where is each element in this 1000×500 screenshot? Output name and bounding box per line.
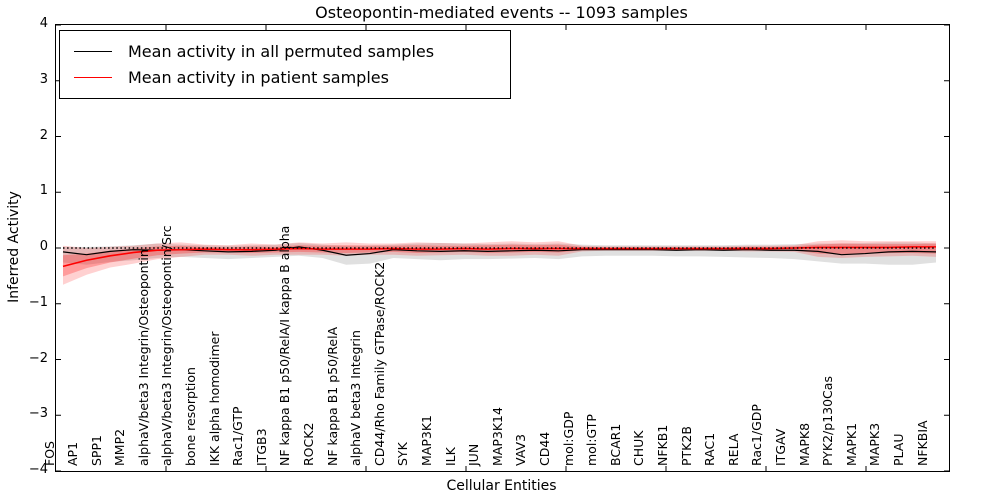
y-tick-label: 1 xyxy=(39,183,48,199)
entity-label: ITGAV xyxy=(772,428,788,466)
y-tick-label: −4 xyxy=(28,462,48,477)
y-tick-label: 2 xyxy=(39,127,48,143)
entity-label: ILK xyxy=(442,447,458,466)
entity-label: JUN xyxy=(466,443,482,466)
x-axis-label: Cellular Entities xyxy=(446,478,557,494)
entity-label: alphaV/beta3 Integrin/Osteopontin xyxy=(135,249,151,466)
y-tick-label: −2 xyxy=(28,350,48,366)
entity-label: mol:GTP xyxy=(584,414,600,466)
entity-label: NF kappa B1 p50/RelA xyxy=(324,326,340,466)
entity-label: SPP1 xyxy=(88,435,104,466)
legend-line-sample-icon xyxy=(74,50,112,52)
patient-mean-line xyxy=(62,246,936,268)
y-tick-label: 0 xyxy=(39,239,48,254)
entity-label: AP1 xyxy=(65,441,81,466)
entity-label: alphaV/beta3 Integrin/Osteopontin/Src xyxy=(159,225,175,466)
entity-label: MMP2 xyxy=(112,428,128,466)
entity-label: VAV3 xyxy=(513,433,529,466)
y-tick-label: −1 xyxy=(28,294,48,310)
entity-label: NFKBIA xyxy=(914,420,930,466)
entity-label: MAPK3 xyxy=(867,422,883,466)
entity-label: alphaV beta3 Integrin xyxy=(348,330,364,466)
entity-label: BCAR1 xyxy=(607,423,623,466)
legend-entry: Mean activity in all permuted samples xyxy=(74,38,510,64)
entity-label: Rac1/GDP xyxy=(749,404,765,466)
legend: Mean activity in all permuted samples Mea… xyxy=(59,30,511,99)
entity-label: NF kappa B1 p50/RelA/I kappa B alpha xyxy=(277,225,293,466)
entity-label: RAC1 xyxy=(702,432,718,466)
y-tick-label: −3 xyxy=(28,406,48,422)
entity-label: MAP3K1 xyxy=(419,415,434,466)
chart-title: Osteopontin-mediated events -- 1093 samp… xyxy=(315,3,688,22)
y-tick-label: 4 xyxy=(39,16,48,31)
entity-label: MAPK8 xyxy=(796,422,812,466)
entity-label: PYK2/p130Cas xyxy=(820,376,836,466)
patient-band-inner-area xyxy=(63,243,936,277)
entity-label: MAPK1 xyxy=(843,422,859,466)
chart-canvas xyxy=(56,25,949,471)
entity-label: MAP3K14 xyxy=(489,407,505,466)
entity-label: CHUK xyxy=(631,430,647,466)
entity-label: Rac1/GTP xyxy=(230,406,246,466)
entity-label: RELA xyxy=(725,433,741,466)
legend-line-sample-icon xyxy=(74,76,112,78)
permuted-mean-line xyxy=(62,246,937,256)
entity-label: NFKB1 xyxy=(654,424,670,466)
entity-label: ITGB3 xyxy=(253,428,269,466)
y-tick-label: 3 xyxy=(39,71,48,87)
entity-label: mol:GDP xyxy=(560,411,576,466)
legend-label: Mean activity in all permuted samples xyxy=(128,41,435,61)
entity-label: PTK2B xyxy=(678,426,694,466)
entity-label: SYK xyxy=(395,442,411,466)
legend-label: Mean activity in patient samples xyxy=(128,67,389,87)
entity-label: CD44/Rho Family GTPase/ROCK2 xyxy=(371,261,387,466)
entity-label: ROCK2 xyxy=(301,422,317,466)
entity-label: CD44 xyxy=(536,431,552,466)
patient-band-outer-area xyxy=(63,240,936,285)
entity-label: IKK alpha homodimer xyxy=(206,331,222,467)
entity-label: PLAU xyxy=(890,433,906,467)
legend-entry: Mean activity in patient samples xyxy=(74,64,510,90)
entity-label: FOS xyxy=(41,441,57,466)
entity-label: bone resorption xyxy=(183,367,199,466)
